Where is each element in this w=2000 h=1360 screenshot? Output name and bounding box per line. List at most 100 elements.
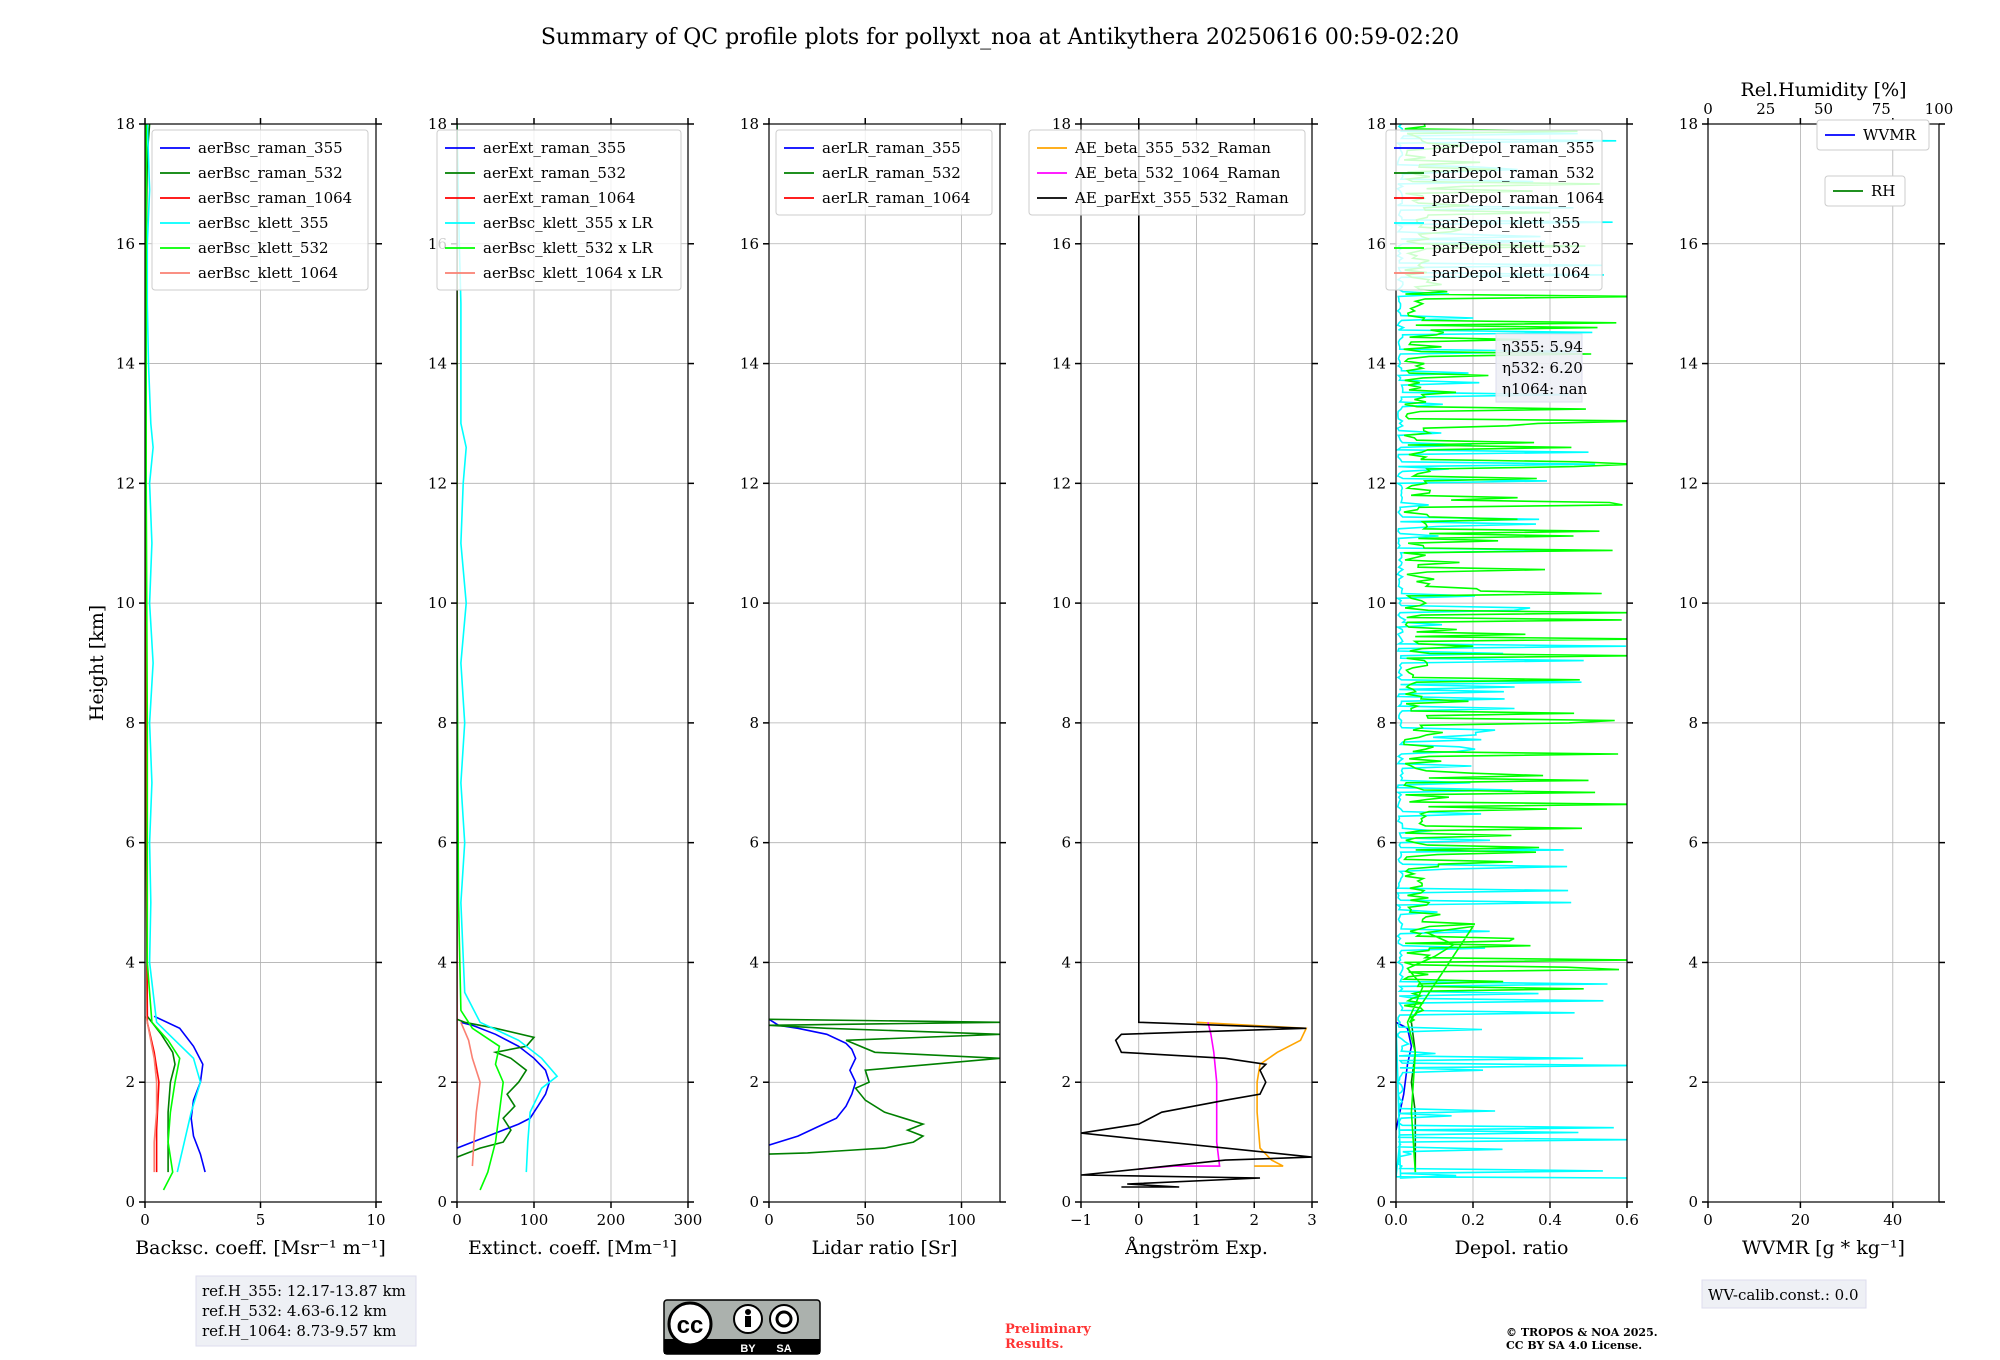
y-tick-label: 14 [1052, 355, 1071, 373]
y-tick-label: 8 [1061, 714, 1071, 732]
legend-label-pardepol-klett-355: parDepol_klett_355 [1432, 214, 1581, 232]
legend-box [1385, 129, 1603, 291]
y-tick-label: 10 [1052, 594, 1071, 612]
y-tick-label: 10 [116, 594, 135, 612]
y-tick-label: 0 [1061, 1193, 1071, 1211]
y-tick-label: 6 [437, 834, 447, 852]
y-tick-label: 2 [1376, 1073, 1386, 1091]
x-tick-label: 10 [366, 1211, 385, 1229]
y-tick-label: 18 [428, 115, 447, 133]
panel-3: 0 2 4 6 8 10 12 14 16 18 0 50 100 Lidar ratio [Sr] aer… [740, 115, 1006, 1259]
cc-license-badge: cc BY SA [663, 1299, 821, 1355]
ref-height-355: ref.H_355: 12.17-13.87 km [202, 1282, 406, 1300]
eta-value: η1064: nan [1502, 380, 1588, 398]
x-tick-label: 50 [856, 1211, 875, 1229]
legend-label-aerbsc-klett-1064: aerBsc_klett_1064 [198, 264, 338, 282]
series-line-aerbsc-klett-1064-x-lr [460, 1021, 481, 1167]
y-tick-label: 14 [116, 355, 135, 373]
legend-label-aerlr-raman-355: aerLR_raman_355 [822, 139, 961, 157]
y-tick-label: 18 [116, 115, 135, 133]
y-tick-label: 0 [437, 1193, 447, 1211]
x-axis-title: Backsc. coeff. [Msr⁻¹ m⁻¹] [135, 1237, 386, 1259]
y-tick-label: 12 [1679, 474, 1698, 492]
series-line-aerbsc-klett-355-x-lr [457, 124, 559, 1173]
y-tick-label: 14 [428, 355, 447, 373]
legend-label-aerbsc-klett-532-x-lr: aerBsc_klett_532 x LR [483, 239, 654, 257]
y-tick-label: 12 [1367, 474, 1386, 492]
y-tick-label: 16 [1367, 235, 1386, 253]
y-tick-label: 10 [1679, 594, 1698, 612]
x-tick-label: 0.2 [1461, 1211, 1485, 1229]
x2-tick-label: 75 [1872, 100, 1891, 118]
x-tick-label: 300 [674, 1211, 703, 1229]
y-tick-label: 6 [1061, 834, 1071, 852]
y-tick-label: 0 [125, 1193, 135, 1211]
y-tick-label: 18 [1367, 115, 1386, 133]
y-tick-label: 18 [1052, 115, 1071, 133]
eta-box [1495, 333, 1583, 403]
y-tick-label: 8 [125, 714, 135, 732]
legend-box [151, 129, 369, 291]
y-tick-label: 0 [749, 1193, 759, 1211]
y-tick-label: 18 [740, 115, 759, 133]
series-group [769, 1018, 1000, 1155]
series-group [1081, 124, 1312, 1188]
x-tick-label: 1 [1192, 1211, 1202, 1229]
series-line-aerlr-raman-532 [769, 1018, 1000, 1155]
y-tick-label: 8 [749, 714, 759, 732]
copyright-note: © TROPOS & NOA 2025. CC BY SA 4.0 Licens… [1506, 1326, 1658, 1352]
copyright-line-2: CC BY SA 4.0 License. [1506, 1339, 1642, 1352]
y-tick-label: 6 [1376, 834, 1386, 852]
legend-label-rh: RH [1871, 182, 1895, 200]
y-tick-label: 4 [1688, 953, 1698, 971]
legend-box [775, 129, 993, 216]
y-tick-label: 18 [1679, 115, 1698, 133]
x-tick-label: 0.6 [1615, 1211, 1639, 1229]
legend-label-wvmr: WVMR [1863, 126, 1917, 144]
legend-label-aerbsc-klett-355: aerBsc_klett_355 [198, 214, 329, 232]
y-tick-label: 6 [749, 834, 759, 852]
x-tick-label: 0 [452, 1211, 462, 1229]
legend-label-aerbsc-raman-532: aerBsc_raman_532 [198, 164, 343, 182]
y-tick-label: 2 [749, 1073, 759, 1091]
x-tick-label: 5 [256, 1211, 266, 1229]
y-axis-title: Height [km] [86, 605, 108, 721]
y-tick-label: 6 [1688, 834, 1698, 852]
legend-label-aerbsc-klett-1064-x-lr: aerBsc_klett_1064 x LR [483, 264, 663, 282]
x-tick-label: 200 [597, 1211, 626, 1229]
y-tick-label: 8 [1376, 714, 1386, 732]
x-tick-label: 0 [1134, 1211, 1144, 1229]
x-axis-title: Depol. ratio [1455, 1237, 1569, 1259]
y-tick-label: 2 [1061, 1073, 1071, 1091]
legend-label-aerbsc-raman-355: aerBsc_raman_355 [198, 139, 343, 157]
y-tick-label: 8 [437, 714, 447, 732]
x-tick-label: 0 [1703, 1211, 1713, 1229]
legend-label-aerext-raman-1064: aerExt_raman_1064 [483, 189, 636, 207]
y-tick-label: 2 [1688, 1073, 1698, 1091]
legend-label-aerext-raman-532: aerExt_raman_532 [483, 164, 626, 182]
x-tick-label: 40 [1883, 1211, 1902, 1229]
y-tick-label: 8 [1688, 714, 1698, 732]
series-line-aerext-raman-355 [457, 1021, 551, 1149]
plot-frame [1707, 123, 1940, 1203]
legend-label-pardepol-raman-355: parDepol_raman_355 [1432, 139, 1595, 157]
x-tick-label: 20 [1791, 1211, 1810, 1229]
y-tick-label: 0 [1688, 1193, 1698, 1211]
panel-2: 0246810121416180100200300Extinct. coeff.… [428, 115, 702, 1259]
x-tick-label: 0.4 [1538, 1211, 1562, 1229]
x-axis-title: WVMR [g * kg⁻¹] [1742, 1237, 1905, 1259]
x-tick-label: 0.0 [1384, 1211, 1408, 1229]
legend-label-ae-parext-355-532-raman: AE_parExt_355_532_Raman [1074, 189, 1289, 207]
series-group [145, 124, 206, 1191]
x2-tick-label: 25 [1756, 100, 1775, 118]
legend-label-aerbsc-klett-532: aerBsc_klett_532 [198, 239, 329, 257]
legend-label-aerext-raman-355: aerExt_raman_355 [483, 139, 626, 157]
legend-label-aerbsc-raman-1064: aerBsc_raman_1064 [198, 189, 352, 207]
y-tick-label: 4 [437, 953, 447, 971]
legend-box [1816, 119, 1930, 151]
legend-label-aerlr-raman-1064: aerLR_raman_1064 [822, 189, 970, 207]
legend-label-pardepol-klett-1064: parDepol_klett_1064 [1432, 264, 1590, 282]
